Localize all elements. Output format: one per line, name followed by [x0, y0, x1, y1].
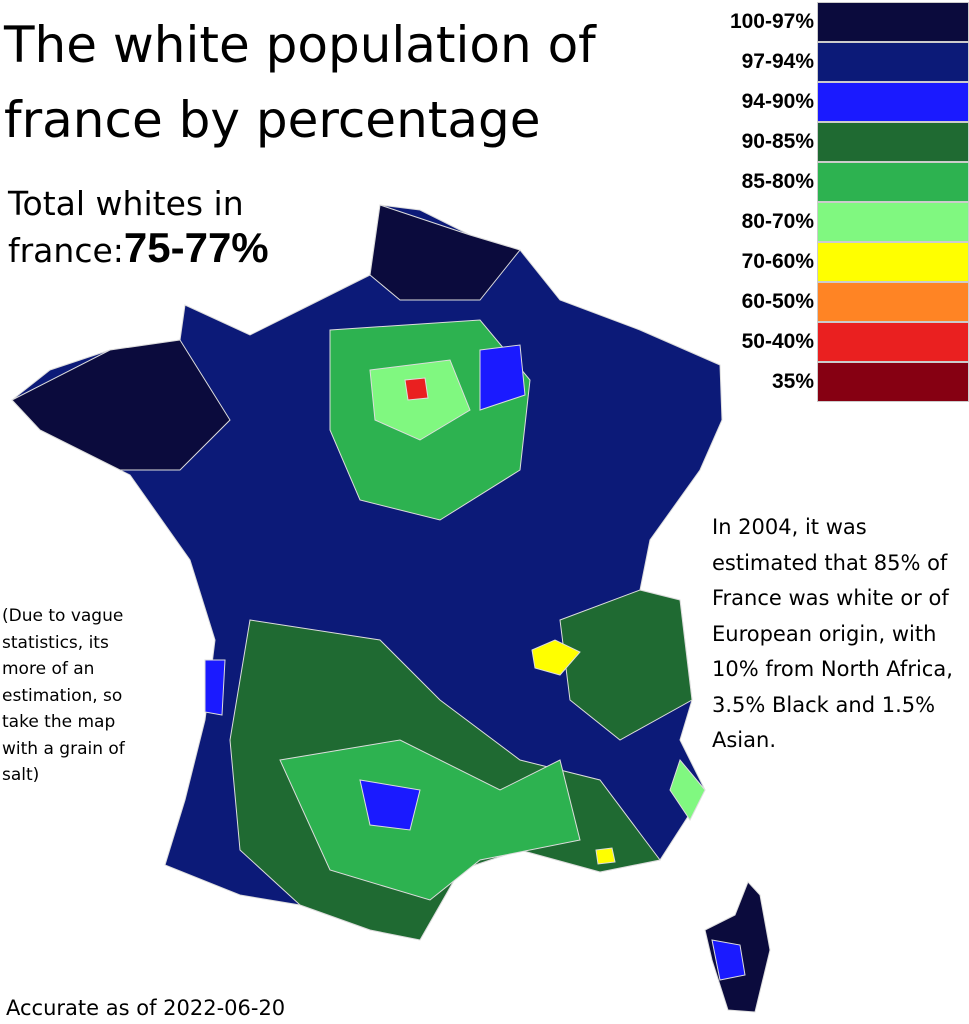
total-value: 75-77% [123, 224, 269, 271]
legend-item: 70-60% [690, 242, 969, 282]
legend-item: 50-40% [690, 322, 969, 362]
legend-swatch [817, 202, 969, 242]
legend-swatch [817, 82, 969, 122]
legend-swatch [817, 2, 969, 42]
legend-swatch [817, 322, 969, 362]
region-blue [359, 779, 421, 831]
region-blue [479, 344, 526, 411]
region-lightgreen [369, 359, 471, 441]
region-yellow [531, 639, 581, 676]
legend-item: 97-94% [690, 42, 969, 82]
region-green [279, 739, 581, 901]
total: Total whites in france:75-77% [8, 182, 368, 273]
legend-item: 90-85% [690, 122, 969, 162]
title: The white population of france by percen… [4, 16, 596, 149]
legend-label: 35% [771, 370, 814, 393]
note: In 2004, it was estimated that 85% of Fr… [712, 515, 953, 752]
legend-item: 80-70% [690, 202, 969, 242]
legend-item: 35% [690, 362, 969, 402]
legend-swatch [817, 42, 969, 82]
region-blue [204, 659, 226, 716]
legend-swatch [817, 122, 969, 162]
legend-item: 85-80% [690, 162, 969, 202]
note: (Due to vague statistics, its more of an… [2, 606, 125, 785]
region-green [559, 589, 693, 741]
legend-label: 97-94% [741, 50, 814, 73]
legend-item: 100-97% [690, 2, 969, 42]
legend-label: 100-97% [729, 10, 814, 33]
total-label: Total whites in france: [8, 184, 244, 270]
region-red [404, 377, 429, 401]
region-dark [369, 204, 521, 301]
corsica-region [711, 939, 746, 981]
legend-label: 94-90% [741, 90, 814, 113]
legend-label: 70-60% [741, 250, 814, 273]
legend-swatch [817, 162, 969, 202]
legend-label: 80-70% [741, 210, 814, 233]
legend: 100-97% 97-94% 94-90% 90-85% 85-80% 80-70% 70-… [690, 2, 969, 402]
legend-label: 50-40% [741, 330, 814, 353]
legend-swatch [817, 282, 969, 322]
region-dark [11, 339, 231, 471]
legend-label: 90-85% [741, 130, 814, 153]
legend-item: 60-50% [690, 282, 969, 322]
footer: Accurate as of 2022-06-20 [6, 996, 286, 1020]
legend-item: 94-90% [690, 82, 969, 122]
region-lightgreen [669, 758, 706, 821]
legend-label: 60-50% [741, 290, 814, 313]
region-yellow [595, 847, 616, 865]
legend-swatch [817, 242, 969, 282]
legend-swatch [817, 362, 969, 402]
legend-label: 85-80% [741, 170, 814, 193]
